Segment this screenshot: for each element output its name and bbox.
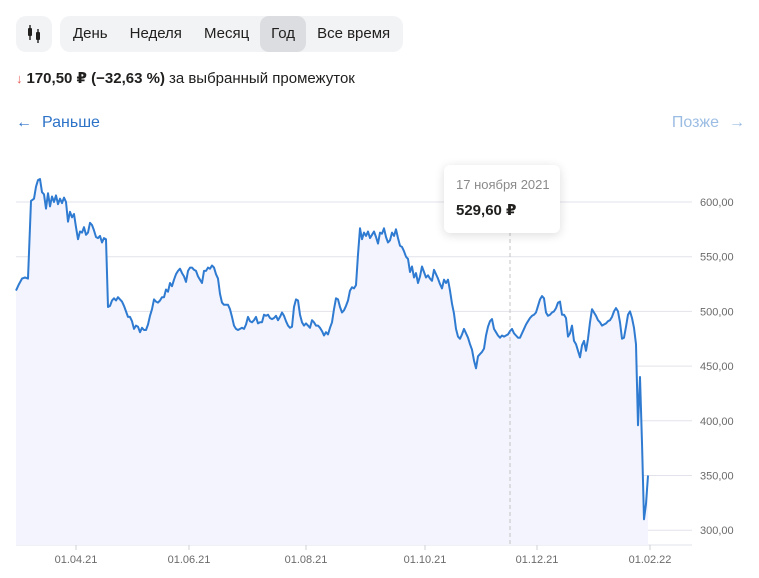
y-tick-label: 600,00 [700,197,734,209]
tab-week[interactable]: Неделя [129,25,182,42]
y-tick-label: 450,00 [700,361,734,373]
down-arrow-icon: ↓ [16,70,23,86]
tooltip-date: 17 ноября 2021 [456,177,550,192]
y-axis: 600,00 550,00 500,00 450,00 400,00 350,00 300,… [700,197,734,537]
later-button[interactable]: Позже → [672,114,745,132]
x-tick-label: 01.02.22 [629,554,672,566]
later-label: Позже [671,114,719,131]
hover-tooltip: 17 ноября 2021 529,60 ₽ [444,165,560,233]
arrow-left-icon: ← [16,114,32,131]
y-tick-label: 400,00 [700,416,734,428]
period-change-summary: ↓ 170,50 ₽ (−32,63 %) за выбранный проме… [16,69,355,88]
x-tick-label: 01.12.21 [516,554,559,566]
x-tick-label: 01.06.21 [168,554,211,566]
x-axis: 01.04.21 01.06.21 01.08.21 01.10.21 01.12.21… [55,545,672,566]
tooltip-price: 529,60 ₽ [456,202,517,219]
candlestick-toggle-button[interactable] [16,16,52,52]
y-tick-label: 550,00 [700,252,734,264]
tab-all-time[interactable]: Все время [317,25,391,42]
tab-year[interactable]: Год [260,16,307,52]
y-tick-label: 500,00 [700,306,734,318]
price-line [15,178,649,521]
earlier-button[interactable]: ← Раньше [16,114,100,132]
y-tick-label: 300,00 [700,525,734,537]
x-tick-label: 01.08.21 [285,554,328,566]
price-chart[interactable]: 600,00 550,00 500,00 450,00 400,00 350,00 300,… [0,150,759,578]
arrow-right-icon: → [729,114,745,131]
tab-day[interactable]: День [73,25,108,42]
candlestick-icon [28,25,40,43]
x-tick-label: 01.10.21 [404,554,447,566]
period-tabs: День Неделя Месяц Год Все время [60,16,404,52]
change-period-label: за выбранный промежуток [168,69,355,87]
y-tick-label: 350,00 [700,471,734,483]
change-value: 170,50 ₽ (−32,63 %) [26,70,165,87]
price-area-fill [16,179,648,545]
x-tick-label: 01.04.21 [55,554,98,566]
tab-month[interactable]: Месяц [203,25,250,42]
earlier-label: Раньше [42,114,100,131]
